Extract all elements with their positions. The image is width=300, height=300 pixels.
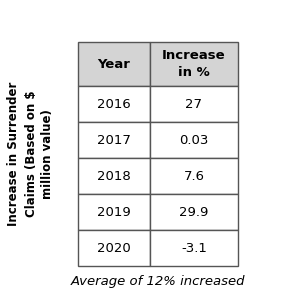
Text: 0.03: 0.03 xyxy=(179,134,209,146)
Text: Claims (Based on $
million value): Claims (Based on $ million value) xyxy=(26,91,55,217)
Bar xyxy=(150,158,238,194)
Text: 2018: 2018 xyxy=(97,169,131,182)
Text: 2019: 2019 xyxy=(97,206,131,218)
Bar xyxy=(78,158,150,194)
Bar xyxy=(150,230,238,266)
Text: Increase
in %: Increase in % xyxy=(162,49,226,79)
Text: 27: 27 xyxy=(185,98,203,110)
Bar xyxy=(150,122,238,158)
Bar xyxy=(78,194,150,230)
Text: -3.1: -3.1 xyxy=(181,242,207,254)
Bar xyxy=(150,86,238,122)
Bar xyxy=(78,42,150,86)
Text: Average of 12% increased: Average of 12% increased xyxy=(71,275,245,289)
Bar xyxy=(78,122,150,158)
Text: Year: Year xyxy=(98,58,130,70)
Text: 2020: 2020 xyxy=(97,242,131,254)
Text: 7.6: 7.6 xyxy=(184,169,205,182)
Bar xyxy=(150,194,238,230)
Text: 2016: 2016 xyxy=(97,98,131,110)
Bar xyxy=(78,86,150,122)
Bar xyxy=(78,230,150,266)
Bar xyxy=(150,42,238,86)
Text: 29.9: 29.9 xyxy=(179,206,209,218)
Text: 2017: 2017 xyxy=(97,134,131,146)
Text: Increase in Surrender: Increase in Surrender xyxy=(8,82,20,226)
